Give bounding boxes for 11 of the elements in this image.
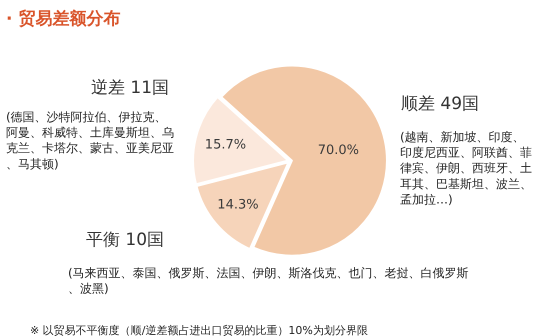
text: (马来西亚、泰国、俄罗斯、法国、伊朗、斯洛伐克、也门、老挝、白俄罗斯、波黑) (68, 266, 469, 296)
chart-title: · 贸易差额分布 (6, 8, 120, 29)
text: ※ 以贸易不平衡度（顺/逆差额占进出口贸易的比重）10%为划分界限 (30, 324, 368, 336)
slice-label: 顺差 49国 (401, 94, 480, 114)
text: (德国、沙特阿拉伯、伊拉克、阿曼、科威特、土库曼斯坦、乌克兰、卡塔尔、蒙古、亚美尼亚、马其顿) (6, 110, 174, 171)
text: (越南、新加坡、印度、印度尼西亚、阿联酋、菲律宾、伊朗、西班牙、土耳其、巴基斯坦、波兰、孟加拉…) (400, 130, 532, 206)
slice-label: 逆差 11国 (91, 78, 170, 98)
data-label: 70.0% (318, 143, 360, 158)
data-label: 14.3% (217, 198, 259, 213)
data-label: 15.7% (204, 138, 246, 153)
slice-label: 平衡 10国 (86, 230, 164, 250)
